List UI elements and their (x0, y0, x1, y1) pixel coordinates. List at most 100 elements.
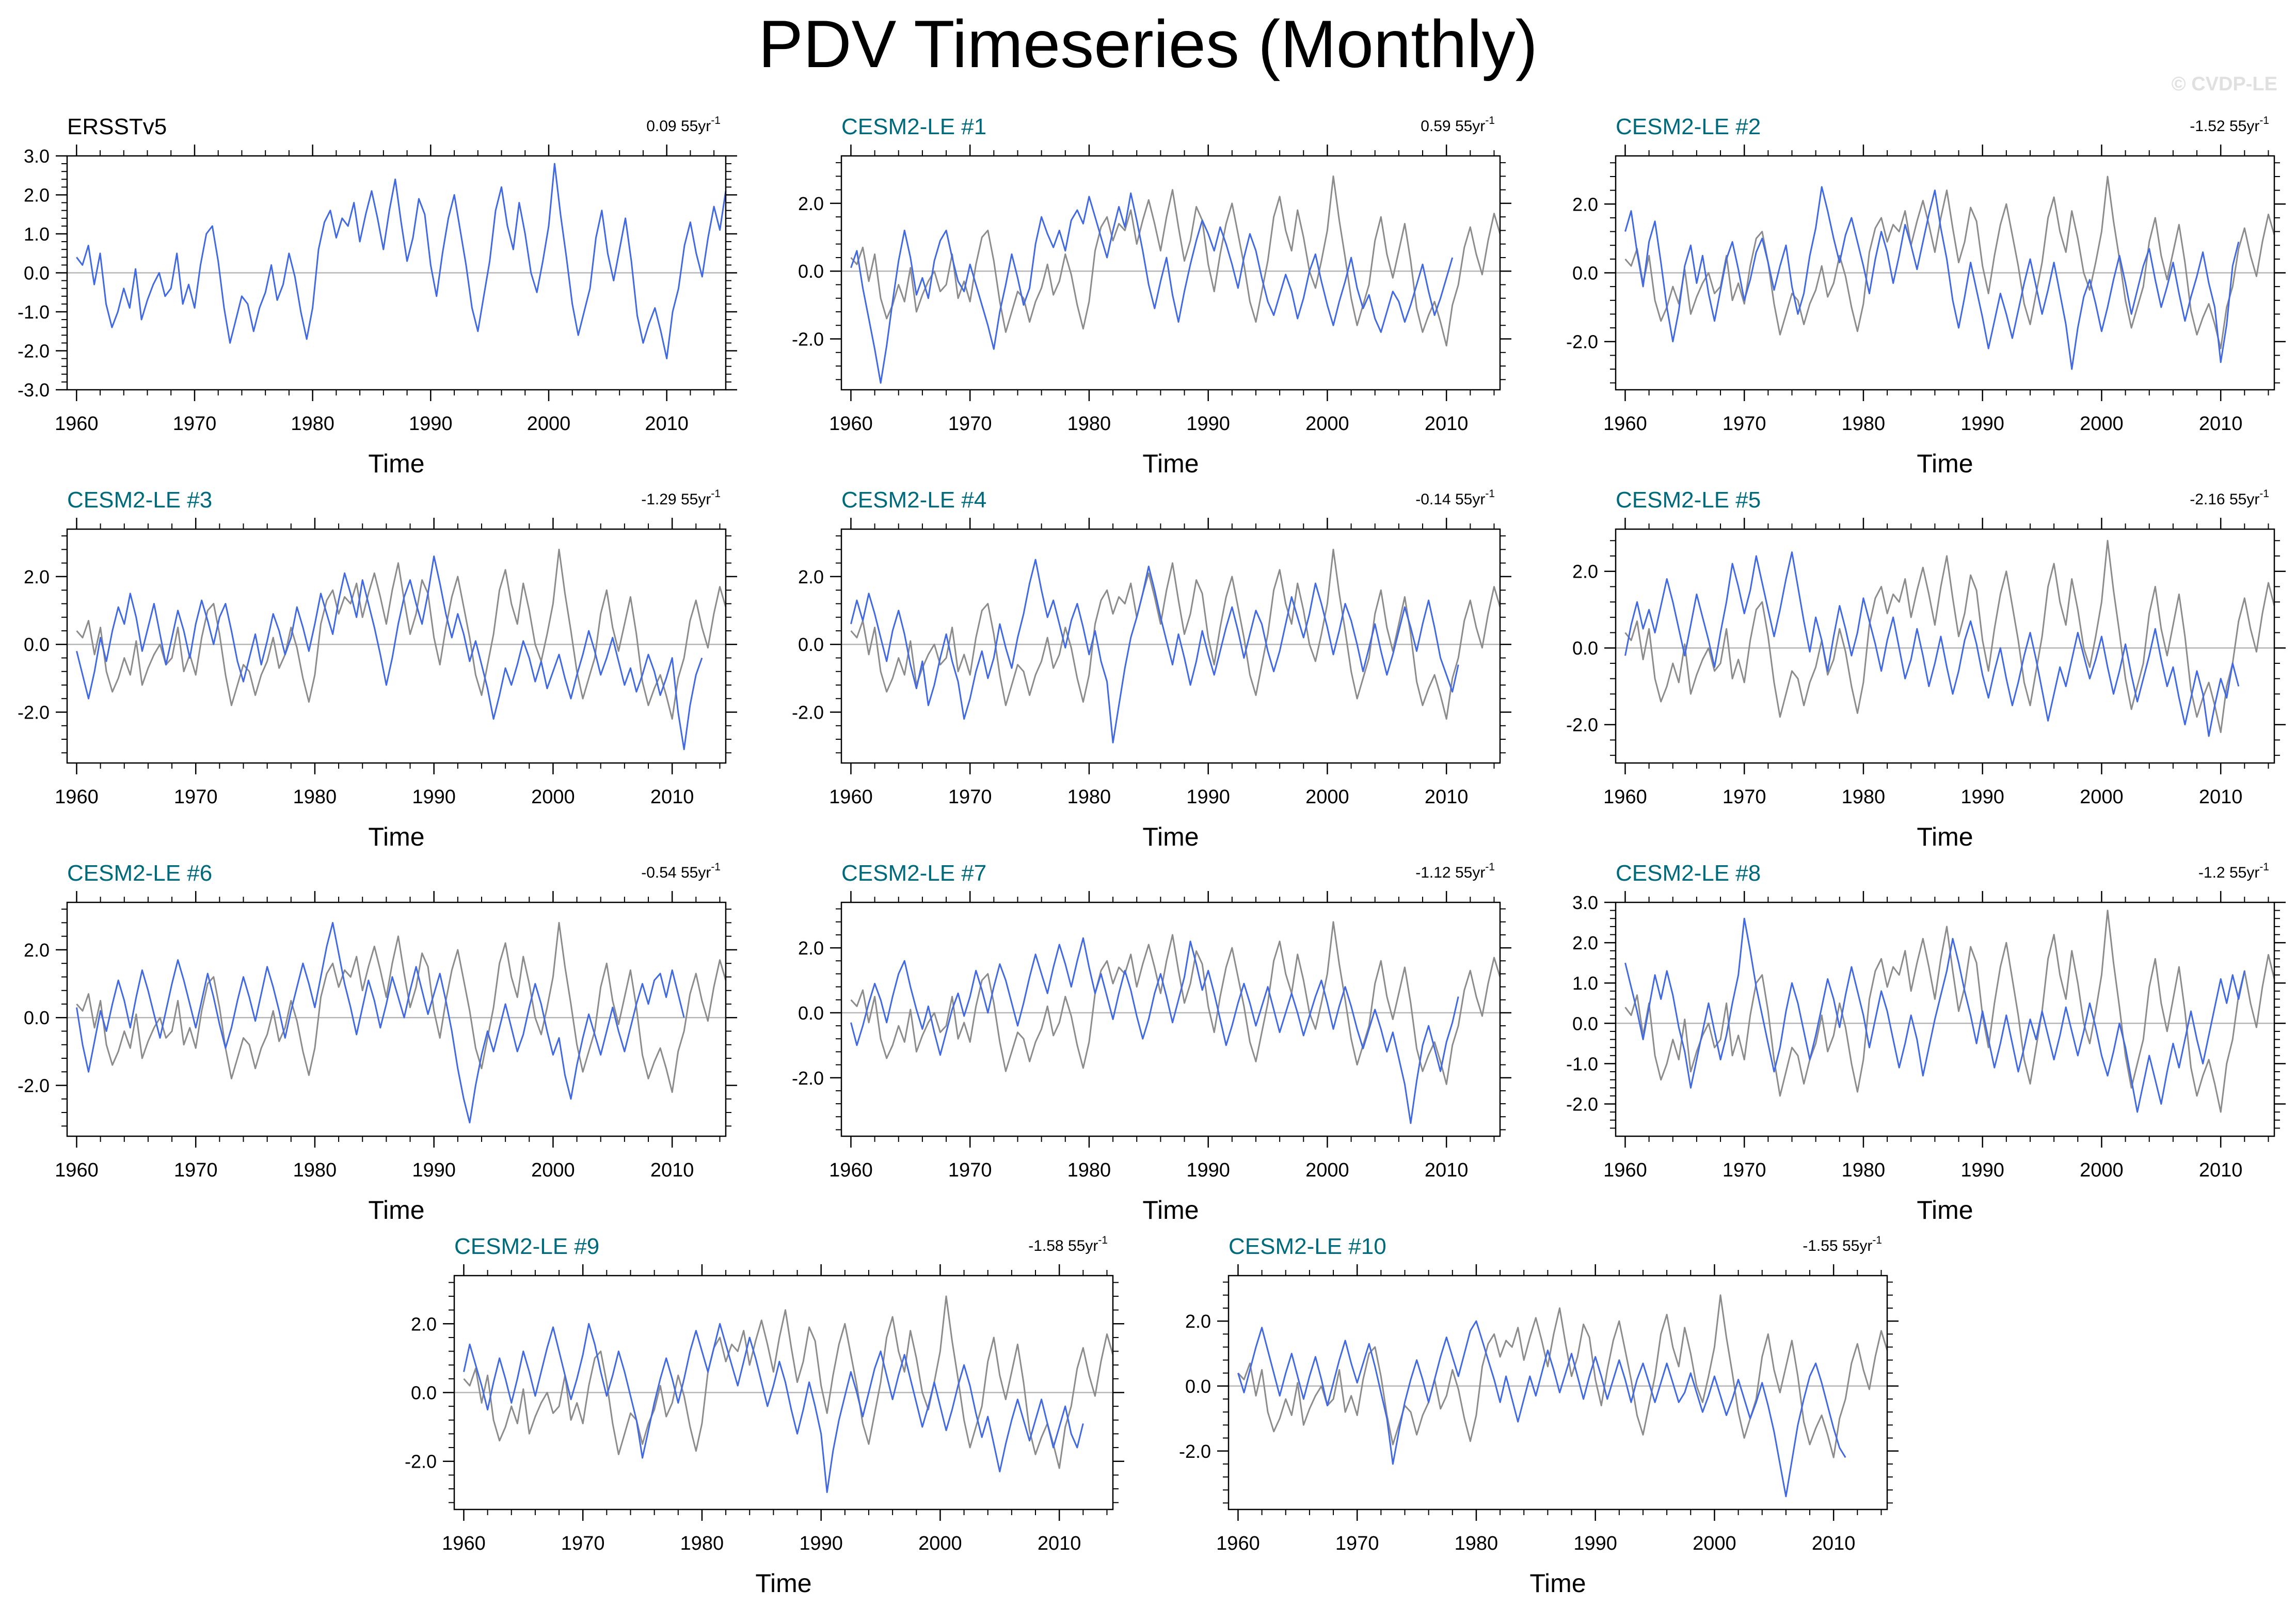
chart-panel-1: 1960 1970 1980 1990 2000 2010 -3.0 -2.0 -1.0 0.0 1… (18, 114, 737, 478)
x-tick-label: 1960 (1216, 1533, 1260, 1554)
obs-series-line (1624, 910, 2275, 1113)
y-tick-label: 0.0 (798, 261, 824, 282)
x-tick-label: 2000 (2080, 413, 2124, 435)
x-tick-label: 1990 (1960, 786, 2004, 808)
x-axis-label: Time (1142, 822, 1199, 851)
obs-series-line (850, 921, 1501, 1085)
x-axis-label: Time (1142, 449, 1199, 478)
y-tick-label: 2.0 (798, 193, 824, 214)
x-tick-label: 2000 (531, 1159, 575, 1181)
chart-panel-6: 1960 1970 1980 1990 2000 2010 -2.0 0.0 2.0 CESM2-… (1566, 487, 2286, 851)
y-tick-label: 2.0 (798, 937, 824, 959)
x-tick-label: 2000 (2080, 1159, 2124, 1181)
y-tick-label: 0.0 (24, 1007, 50, 1028)
x-tick-label: 2000 (1693, 1533, 1736, 1554)
panel-title: CESM2-LE #3 (67, 487, 212, 513)
plot-frame (840, 155, 1501, 391)
x-axis-label: Time (755, 1569, 811, 1598)
chart-panel-8: 1960 1970 1980 1990 2000 2010 -2.0 0.0 2.0 CESM2-… (792, 861, 1511, 1225)
trend-label: -1.12 55yr-1 (1415, 861, 1495, 881)
panel-title: ERSSTv5 (67, 114, 167, 139)
plot-frame (1227, 1275, 1888, 1510)
panel-title: CESM2-LE #5 (1616, 487, 1761, 513)
y-tick-label: 0.0 (1572, 638, 1598, 659)
x-tick-label: 1970 (173, 413, 217, 435)
series-line (76, 921, 685, 1124)
y-tick-label: -2.0 (792, 1068, 824, 1089)
series-line (1624, 917, 2245, 1113)
y-tick-label: 0.0 (1572, 263, 1598, 284)
panel-title: CESM2-LE #7 (841, 861, 986, 886)
x-tick-label: 2010 (1812, 1533, 1856, 1554)
x-tick-label: 1960 (55, 786, 99, 808)
y-tick-label: 2.0 (1185, 1311, 1211, 1332)
x-tick-label: 1970 (1335, 1533, 1379, 1554)
x-tick-label: 2010 (1425, 786, 1469, 808)
obs-series-line (850, 175, 1501, 347)
y-tick-label: -2.0 (18, 702, 50, 723)
x-axis-label: Time (1917, 822, 1973, 851)
x-tick-label: 1990 (1186, 413, 1230, 435)
y-tick-label: 2.0 (798, 566, 824, 587)
series-line (850, 192, 1454, 384)
y-tick-label: 0.0 (411, 1382, 437, 1404)
trend-label: -1.29 55yr-1 (641, 488, 721, 508)
x-tick-label: 2010 (650, 1159, 694, 1181)
obs-series-line (463, 1295, 1114, 1469)
y-tick-label: 1.0 (24, 224, 50, 245)
panel-title: CESM2-LE #1 (841, 114, 986, 139)
chart-panel-4: 1960 1970 1980 1990 2000 2010 -2.0 0.0 2.0 CESM2-… (18, 487, 737, 851)
y-tick-label: -1.0 (1566, 1053, 1598, 1074)
x-tick-label: 1990 (1186, 786, 1230, 808)
x-tick-label: 1970 (1723, 786, 1766, 808)
y-tick-label: -2.0 (18, 341, 50, 362)
x-tick-label: 1970 (174, 1159, 218, 1181)
chart-panel-2: 1960 1970 1980 1990 2000 2010 -2.0 0.0 2.0 CESM2-… (792, 114, 1511, 478)
y-tick-label: 0.0 (1572, 1013, 1598, 1034)
y-tick-label: -2.0 (1179, 1441, 1211, 1462)
copyright-label: © CVDP-LE (2171, 73, 2277, 95)
chart-panel-3: 1960 1970 1980 1990 2000 2010 -2.0 0.0 2.0 CESM2-… (1566, 114, 2286, 478)
y-tick-label: -2.0 (1566, 714, 1598, 736)
x-tick-label: 2000 (2080, 786, 2124, 808)
x-tick-label: 1990 (1573, 1533, 1617, 1554)
x-tick-label: 1980 (1455, 1533, 1498, 1554)
x-tick-label: 1970 (948, 1159, 992, 1181)
x-axis-label: Time (1142, 1196, 1199, 1225)
obs-series-line (76, 921, 727, 1093)
panel-title: CESM2-LE #10 (1229, 1234, 1386, 1259)
y-tick-label: 0.0 (1185, 1376, 1211, 1397)
trend-label: 0.59 55yr-1 (1421, 115, 1495, 135)
plot-frame (1615, 528, 2275, 764)
x-tick-label: 1990 (1960, 1159, 2004, 1181)
trend-label: 0.09 55yr-1 (646, 115, 721, 135)
y-tick-label: 3.0 (1572, 892, 1598, 913)
trend-label: -2.16 55yr-1 (2190, 488, 2269, 508)
x-tick-label: 2010 (650, 786, 694, 808)
x-axis-label: Time (1917, 449, 1973, 478)
plot-frame (840, 528, 1501, 764)
y-tick-label: 0.0 (798, 634, 824, 655)
y-tick-label: -2.0 (792, 702, 824, 723)
x-tick-label: 2000 (1305, 786, 1349, 808)
x-tick-label: 2010 (2199, 1159, 2243, 1181)
y-tick-label: -2.0 (792, 329, 824, 350)
x-tick-label: 1990 (409, 413, 453, 435)
series-line (850, 937, 1459, 1124)
panel-title: CESM2-LE #8 (1616, 861, 1761, 886)
obs-series-line (1624, 539, 2275, 734)
x-tick-label: 1970 (1723, 1159, 1766, 1181)
x-tick-label: 1990 (1186, 1159, 1230, 1181)
y-tick-label: 2.0 (411, 1313, 437, 1334)
x-tick-label: 1990 (412, 1159, 456, 1181)
chart-panel-10: 1960 1970 1980 1990 2000 2010 -2.0 0.0 2.0 CESM2-… (405, 1234, 1124, 1598)
x-tick-label: 1990 (1960, 413, 2004, 435)
x-tick-label: 2000 (1305, 1159, 1349, 1181)
series-line (1624, 186, 2240, 370)
x-tick-label: 1980 (1842, 786, 1886, 808)
y-tick-label: 2.0 (1572, 194, 1598, 215)
x-tick-label: 1980 (1842, 413, 1886, 435)
x-axis-label: Time (1917, 1196, 1973, 1225)
x-tick-label: 2000 (531, 786, 575, 808)
trend-label: -1.2 55yr-1 (2198, 861, 2269, 881)
